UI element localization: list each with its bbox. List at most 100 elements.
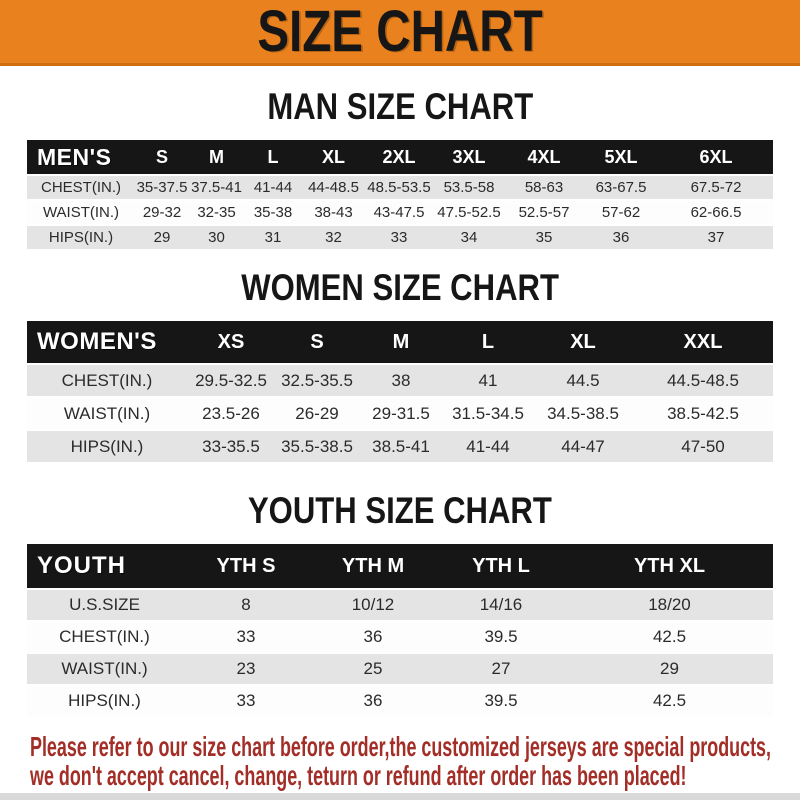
men-size-value-cell: 30: [208, 229, 225, 246]
men-column-header: 5XL: [583, 140, 659, 174]
women-size-value-cell: 47-50: [681, 436, 725, 456]
youth-size-value-cell: 10/12: [351, 595, 395, 614]
women-size-value-cell: 33-35.5: [202, 436, 260, 456]
youth-row-label: WAIST(IN.): [61, 659, 148, 678]
men-column-header: 6XL: [659, 140, 773, 174]
men-size-value-cell: 35: [535, 229, 553, 246]
youth-row-label: CHEST(IN.): [59, 627, 150, 646]
women-size-value-cell: 44.5-48.5: [667, 370, 739, 390]
men-row-label: CHEST(IN.): [41, 179, 121, 196]
men-table-row: CHEST(IN.) 35-37.5 37.5-41 41-44 44-48.5 48.5…: [27, 176, 773, 199]
footer-note-line-2: we don't accept cancel, change, teturn o…: [30, 760, 687, 791]
youth-size-value-cell: 42.5: [652, 627, 687, 646]
men-size-value-cell: 44-48.5: [308, 179, 359, 196]
women-size-value-cell: 41-44: [466, 436, 510, 456]
youth-column-header: YTH S: [182, 544, 310, 588]
women-row-label: WAIST(IN.): [63, 403, 151, 423]
men-size-value-cell: 52.5-57: [518, 204, 570, 221]
men-size-value-cell: 63-67.5: [595, 179, 647, 196]
women-table-row: CHEST(IN.) 29.5-32.5 32.5-35.5 38 41 44.5 44.5…: [27, 365, 773, 396]
women-size-value-cell: 44.5: [566, 370, 600, 390]
men-group-label: MEN'S: [27, 140, 135, 174]
women-size-value-cell: 29.5-32.5: [195, 370, 267, 390]
women-column-header: L: [443, 321, 533, 363]
men-section-title-text: MAN SIZE CHART: [267, 86, 533, 127]
men-table-row: WAIST(IN.) 29-32 32-35 35-38 38-43 43-47.5 47.…: [27, 201, 773, 224]
women-size-value-cell: 35.5-38.5: [281, 436, 353, 456]
men-size-value-cell: 32: [325, 229, 342, 246]
banner-title: SIZE CHART: [257, 0, 543, 64]
men-size-value-cell: 67.5-72: [690, 179, 742, 196]
men-size-value-cell: 35-37.5: [136, 179, 188, 196]
women-row-label: CHEST(IN.): [61, 370, 153, 390]
women-table-row: HIPS(IN.) 33-35.5 35.5-38.5 38.5-41 41-44 44-…: [27, 431, 773, 462]
men-row-label: HIPS(IN.): [48, 229, 114, 246]
women-column-header: XXL: [633, 321, 773, 363]
men-row-label: WAIST(IN.): [42, 204, 120, 221]
youth-size-value-cell: 23: [236, 659, 256, 678]
youth-header-row: YOUTH YTH S YTH M YTH L YTH XL: [27, 544, 773, 588]
banner: SIZE CHART: [0, 0, 800, 66]
men-section-title: MAN SIZE CHART: [0, 88, 800, 125]
youth-size-value-cell: 39.5: [484, 691, 518, 710]
youth-size-value-cell: 14/16: [479, 595, 523, 614]
men-size-value-cell: 29: [153, 229, 171, 246]
men-size-value-cell: 38-43: [314, 204, 353, 221]
women-size-value-cell: 32.5-35.5: [281, 370, 353, 390]
women-size-value-cell: 31.5-34.5: [452, 403, 524, 423]
women-size-value-cell: 38.5-42.5: [667, 403, 739, 423]
youth-size-value-cell: 39.5: [484, 627, 518, 646]
youth-size-value-cell: 36: [363, 627, 383, 646]
women-row-label: HIPS(IN.): [70, 436, 144, 456]
men-size-value-cell: 58-63: [524, 179, 564, 196]
men-size-value-cell: 48.5-53.5: [367, 179, 431, 196]
youth-size-value-cell: 18/20: [648, 595, 691, 614]
men-column-header: 2XL: [365, 140, 433, 174]
youth-size-value-cell: 42.5: [652, 691, 687, 710]
women-header-row: WOMEN'S XS S M L XL XXL: [27, 321, 773, 363]
women-size-value-cell: 29-31.5: [372, 403, 430, 423]
footer-note: Please refer to our size chart before or…: [30, 732, 800, 790]
women-column-header: M: [359, 321, 443, 363]
women-size-value-cell: 38: [391, 370, 411, 390]
men-size-value-cell: 37: [707, 229, 725, 246]
women-column-header: S: [275, 321, 359, 363]
men-size-value-cell: 31: [264, 229, 282, 246]
youth-column-header: YTH XL: [566, 544, 773, 588]
men-size-value-cell: 53.5-58: [443, 179, 495, 196]
youth-column-header: YTH L: [436, 544, 566, 588]
women-size-value-cell: 41: [478, 370, 498, 390]
women-size-value-cell: 34.5-38.5: [547, 403, 619, 423]
youth-row-label: U.S.SIZE: [69, 595, 140, 614]
youth-size-table: YOUTH YTH S YTH M YTH L YTH XL U.S.SIZE 8 10/12…: [27, 542, 773, 718]
men-column-header: 4XL: [505, 140, 583, 174]
men-column-header: 3XL: [433, 140, 505, 174]
women-table-row: WAIST(IN.) 23.5-26 26-29 29-31.5 31.5-34.5 34…: [27, 398, 773, 429]
men-size-value-cell: 32-35: [197, 204, 236, 221]
men-size-value-cell: 36: [612, 229, 630, 246]
men-size-value-cell: 62-66.5: [690, 204, 742, 221]
men-size-value-cell: 57-62: [601, 204, 641, 221]
youth-size-value-cell: 36: [363, 691, 383, 710]
youth-table-row: HIPS(IN.) 33 36 39.5 42.5: [27, 686, 773, 716]
youth-size-value-cell: 27: [491, 659, 511, 678]
youth-size-value-cell: 33: [236, 627, 256, 646]
men-size-value-cell: 41-44: [253, 179, 293, 196]
youth-row-label: HIPS(IN.): [68, 691, 141, 710]
men-header-row: MEN'S S M L XL 2XL 3XL 4XL 5XL 6XL: [27, 140, 773, 174]
youth-size-value-cell: 33: [236, 691, 256, 710]
youth-section-title-text: YOUTH SIZE CHART: [248, 490, 552, 531]
youth-size-value-cell: 25: [363, 659, 383, 678]
youth-table-row: WAIST(IN.) 23 25 27 29: [27, 654, 773, 684]
bottom-strip: [0, 793, 800, 800]
footer-note-line-1: Please refer to our size chart before or…: [30, 731, 771, 762]
women-section-title: WOMEN SIZE CHART: [0, 269, 800, 306]
women-size-table: WOMEN'S XS S M L XL XXL CHEST(IN.) 29.5-32.5 32.5…: [27, 319, 773, 464]
youth-table-row: U.S.SIZE 8 10/12 14/16 18/20: [27, 590, 773, 620]
women-size-value-cell: 44-47: [561, 436, 605, 456]
youth-group-label: YOUTH: [27, 544, 182, 588]
men-size-table: MEN'S S M L XL 2XL 3XL 4XL 5XL 6XL CHEST(IN.) 35-37…: [27, 138, 773, 251]
men-table-row: HIPS(IN.) 29 30 31 32 33 34 35 36 37: [27, 226, 773, 249]
men-size-value-cell: 47.5-52.5: [437, 204, 501, 221]
